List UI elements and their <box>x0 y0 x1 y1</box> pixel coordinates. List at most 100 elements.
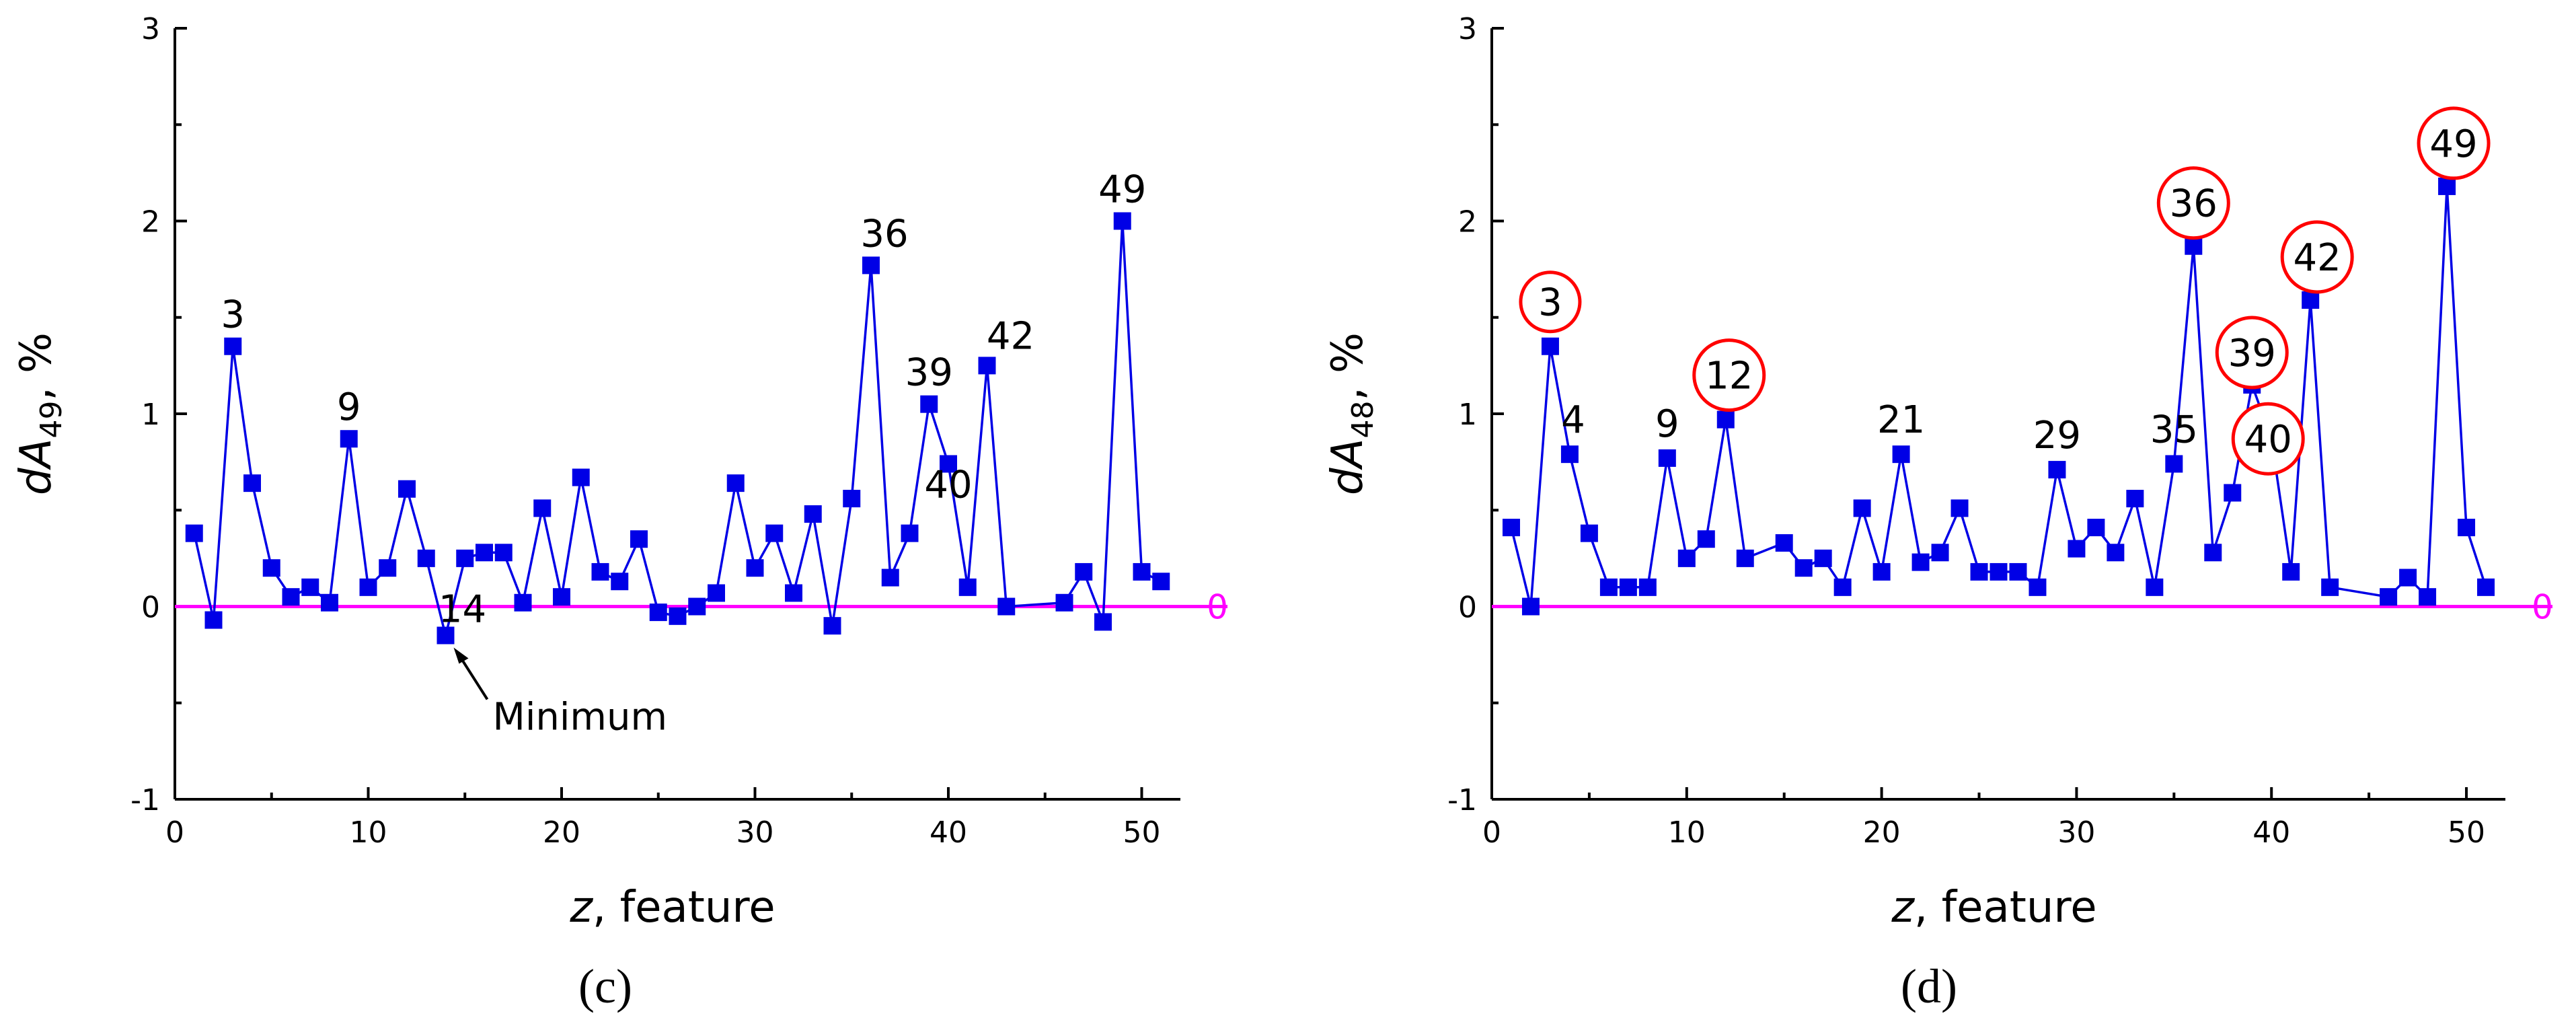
point-label: 12 <box>1705 355 1753 398</box>
data-point <box>2477 578 2495 596</box>
data-point <box>2068 540 2086 558</box>
data-point <box>920 395 938 413</box>
data-point <box>185 524 203 542</box>
data-point <box>572 468 590 486</box>
x-tick-label: 30 <box>736 815 774 850</box>
data-point <box>1833 578 1852 596</box>
data-point <box>2087 519 2105 537</box>
data-point <box>533 499 552 517</box>
series-line <box>1510 186 2487 607</box>
x-tick-label: 0 <box>1482 815 1501 850</box>
data-point <box>746 559 764 577</box>
data-point <box>669 607 687 625</box>
data-point <box>765 524 784 542</box>
point-label: 36 <box>2170 182 2218 226</box>
data-point <box>901 524 919 542</box>
data-point <box>224 337 242 355</box>
y-tick-label: 3 <box>141 12 160 46</box>
data-point <box>1892 445 1910 464</box>
data-point <box>2204 544 2222 562</box>
y-tick-label: 1 <box>1458 398 1477 432</box>
data-point <box>978 357 996 375</box>
data-point <box>1560 445 1579 464</box>
point-label: 40 <box>924 463 972 507</box>
data-point <box>1970 562 1988 581</box>
highlight-circle <box>2215 316 2289 390</box>
data-point <box>2458 519 2476 537</box>
data-point <box>958 578 977 596</box>
data-point <box>398 480 416 498</box>
data-point <box>1950 499 1969 517</box>
data-point <box>1502 519 1520 537</box>
zero-line-label: 0 <box>2532 588 2553 627</box>
y-tick-label: 0 <box>1458 591 1477 625</box>
data-point <box>843 490 861 508</box>
y-tick-label: 1 <box>141 398 160 432</box>
point-label: 3 <box>1538 281 1562 325</box>
data-point <box>321 593 338 612</box>
y-axis-title: dA48, % <box>1323 332 1380 495</box>
data-point <box>456 549 474 567</box>
y-tick-label: 2 <box>1458 205 1477 240</box>
x-axis-title: z, feature <box>569 883 775 932</box>
data-point <box>611 573 629 591</box>
data-point <box>2165 455 2183 473</box>
highlight-circle <box>1692 338 1766 412</box>
point-label: 9 <box>337 386 361 429</box>
point-label: 40 <box>2244 418 2292 462</box>
data-point <box>1990 562 2008 581</box>
data-point <box>1521 597 1540 616</box>
y-tick-label: -1 <box>1447 783 1477 817</box>
data-point <box>2419 588 2437 606</box>
annotation-arrowhead <box>453 647 469 664</box>
data-point <box>649 604 667 622</box>
data-point <box>2380 588 2398 606</box>
annotation-label: Minimum <box>493 695 668 739</box>
data-point <box>1113 212 1131 230</box>
data-point <box>2185 237 2203 255</box>
data-point <box>1872 562 1891 581</box>
data-point <box>379 559 397 577</box>
data-point <box>1677 549 1696 567</box>
data-point <box>1094 613 1112 631</box>
data-point <box>1133 562 1151 581</box>
point-label: 14 <box>439 587 486 631</box>
data-point <box>1541 337 1559 355</box>
data-point <box>1911 553 1930 571</box>
x-tick-label: 30 <box>2057 815 2095 850</box>
data-point <box>862 256 880 275</box>
data-point <box>1075 562 1093 581</box>
data-point <box>1736 549 1754 567</box>
data-point <box>514 593 532 612</box>
panel-label: (c) <box>578 959 632 1013</box>
data-point <box>630 530 648 548</box>
data-point <box>940 455 957 473</box>
data-point <box>417 549 435 567</box>
point-label: 42 <box>2294 236 2341 280</box>
data-point <box>2146 578 2164 596</box>
data-point <box>2321 578 2339 596</box>
point-label: 49 <box>2429 122 2477 166</box>
data-point <box>2282 562 2300 581</box>
data-point <box>301 578 319 596</box>
highlight-circle <box>2280 220 2354 294</box>
data-point <box>359 578 377 596</box>
data-point <box>1716 410 1735 429</box>
point-label: 49 <box>1098 168 1146 212</box>
data-point <box>1697 530 1715 548</box>
point-label: 42 <box>987 314 1034 358</box>
data-point <box>823 617 841 635</box>
data-point <box>1599 578 1618 596</box>
x-tick-label: 10 <box>350 815 387 850</box>
point-label: 36 <box>860 212 908 256</box>
data-point <box>1794 559 1813 577</box>
data-point <box>688 597 706 616</box>
data-point <box>2048 461 2066 479</box>
data-point <box>243 474 261 492</box>
data-point <box>591 562 609 581</box>
point-label: 9 <box>1655 402 1679 446</box>
data-point <box>1152 573 1170 591</box>
